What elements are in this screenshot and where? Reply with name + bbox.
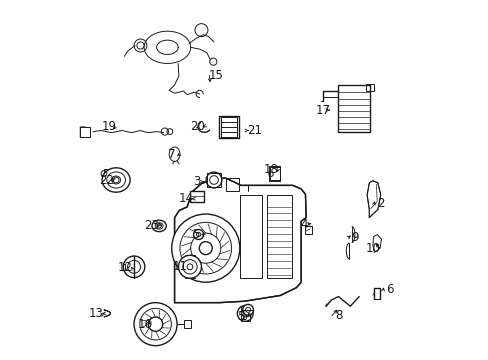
Circle shape [148, 317, 163, 331]
Text: 7: 7 [168, 148, 176, 161]
Text: 4: 4 [299, 218, 307, 231]
Text: 13: 13 [88, 307, 103, 320]
Circle shape [134, 303, 177, 346]
Bar [337, 85, 369, 132]
Text: 19: 19 [101, 121, 116, 134]
Text: 5: 5 [192, 228, 200, 241]
Text: 23: 23 [144, 219, 159, 233]
Bar [269, 167, 279, 180]
Circle shape [123, 256, 144, 278]
Text: 16: 16 [137, 318, 152, 331]
Circle shape [237, 306, 253, 321]
Text: 15: 15 [208, 69, 223, 82]
Text: 1: 1 [240, 310, 247, 324]
Text: 20: 20 [189, 121, 204, 134]
Polygon shape [372, 234, 381, 252]
Bar [240, 195, 262, 278]
Text: 8: 8 [334, 309, 342, 322]
Text: 14: 14 [178, 192, 193, 205]
Text: 17: 17 [315, 104, 329, 117]
Text: 6: 6 [385, 283, 393, 296]
Circle shape [199, 242, 212, 255]
Bar [190, 191, 204, 202]
Text: 11: 11 [173, 260, 188, 273]
Circle shape [178, 255, 201, 278]
Circle shape [242, 305, 253, 315]
Text: 18: 18 [264, 163, 278, 176]
Circle shape [206, 172, 222, 188]
Polygon shape [80, 127, 89, 137]
Text: 10: 10 [366, 242, 380, 255]
Text: 5: 5 [237, 310, 244, 324]
Bar [184, 320, 190, 328]
Polygon shape [169, 147, 180, 161]
Polygon shape [174, 178, 305, 303]
Text: 3: 3 [193, 175, 201, 188]
Circle shape [193, 229, 203, 239]
Bar [241, 306, 249, 320]
Text: 21: 21 [246, 124, 262, 137]
Bar [266, 195, 291, 278]
Text: 2: 2 [376, 197, 384, 210]
Text: 22: 22 [99, 174, 114, 187]
Text: 9: 9 [350, 231, 358, 244]
Polygon shape [366, 181, 380, 218]
Circle shape [171, 214, 239, 282]
Bar [365, 84, 373, 91]
Bar [225, 178, 239, 192]
Text: 12: 12 [118, 261, 133, 274]
